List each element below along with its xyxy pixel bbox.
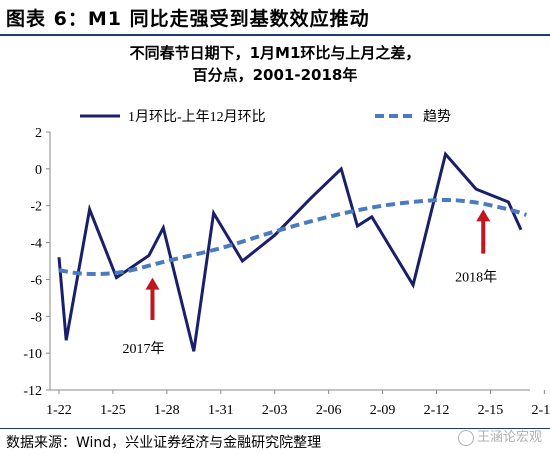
watermark: 王涵论宏观 xyxy=(457,426,542,446)
watermark-text: 王涵论宏观 xyxy=(476,430,542,445)
x-tick-label: 2-15 xyxy=(478,403,504,418)
x-tick-label: 1-22 xyxy=(46,403,72,418)
x-tick-label: 2-18 xyxy=(532,403,550,418)
y-tick-label: -2 xyxy=(30,200,42,215)
chart: 不同春节日期下，1月M1环比与上月之差， 百分点，2001-2018年 1月环比… xyxy=(23,44,550,418)
y-tick-label: -4 xyxy=(30,237,42,252)
x-tick-label: 1-25 xyxy=(100,403,126,418)
series-line-trend xyxy=(58,197,528,277)
x-tick-label: 2-09 xyxy=(370,403,396,418)
chart-title: 不同春节日期下，1月M1环比与上月之差， xyxy=(130,44,421,62)
legend: 1月环比-上年12月环比 趋势 xyxy=(80,109,451,125)
annotations: 2017年 2018年 xyxy=(122,209,497,357)
annotation-label-2017: 2017年 xyxy=(122,341,164,357)
legend-label-m1: 1月环比-上年12月环比 xyxy=(128,109,266,125)
axes: 2 0 -2 -4 -6 -8 -10 -12 1-22 1-25 1-28 1-31 2-03 2-06… xyxy=(23,126,550,418)
y-tick-label: -12 xyxy=(23,384,42,399)
bottom-rule xyxy=(0,428,550,429)
series-group xyxy=(57,150,528,352)
y-tick-label: 0 xyxy=(35,163,42,178)
source-note: 数据来源：Wind，兴业证券经济与金融研究院整理 xyxy=(6,435,322,451)
chart-subtitle: 百分点，2001-2018年 xyxy=(193,66,358,84)
x-tick-label: 1-28 xyxy=(154,403,180,418)
x-tick-label: 2-06 xyxy=(316,403,342,418)
x-tick-label: 1-31 xyxy=(208,403,234,418)
y-tick-label: 2 xyxy=(35,126,42,141)
y-tick-label: -8 xyxy=(30,310,42,325)
x-tick-label: 2-12 xyxy=(424,403,450,418)
annotation-arrow-head xyxy=(145,277,160,290)
title-rule xyxy=(0,34,550,36)
figure-title: 图表 6：M1 同比走强受到基数效应推动 xyxy=(6,8,370,30)
series-line-m1 xyxy=(57,150,523,352)
annotation-label-2018: 2018年 xyxy=(455,269,497,285)
y-tick-label: -6 xyxy=(30,273,42,288)
legend-label-trend: 趋势 xyxy=(423,109,451,125)
y-tick-label: -10 xyxy=(23,347,42,362)
x-tick-label: 2-03 xyxy=(262,403,288,418)
wechat-icon xyxy=(457,429,474,446)
annotation-arrow-head xyxy=(476,209,491,222)
